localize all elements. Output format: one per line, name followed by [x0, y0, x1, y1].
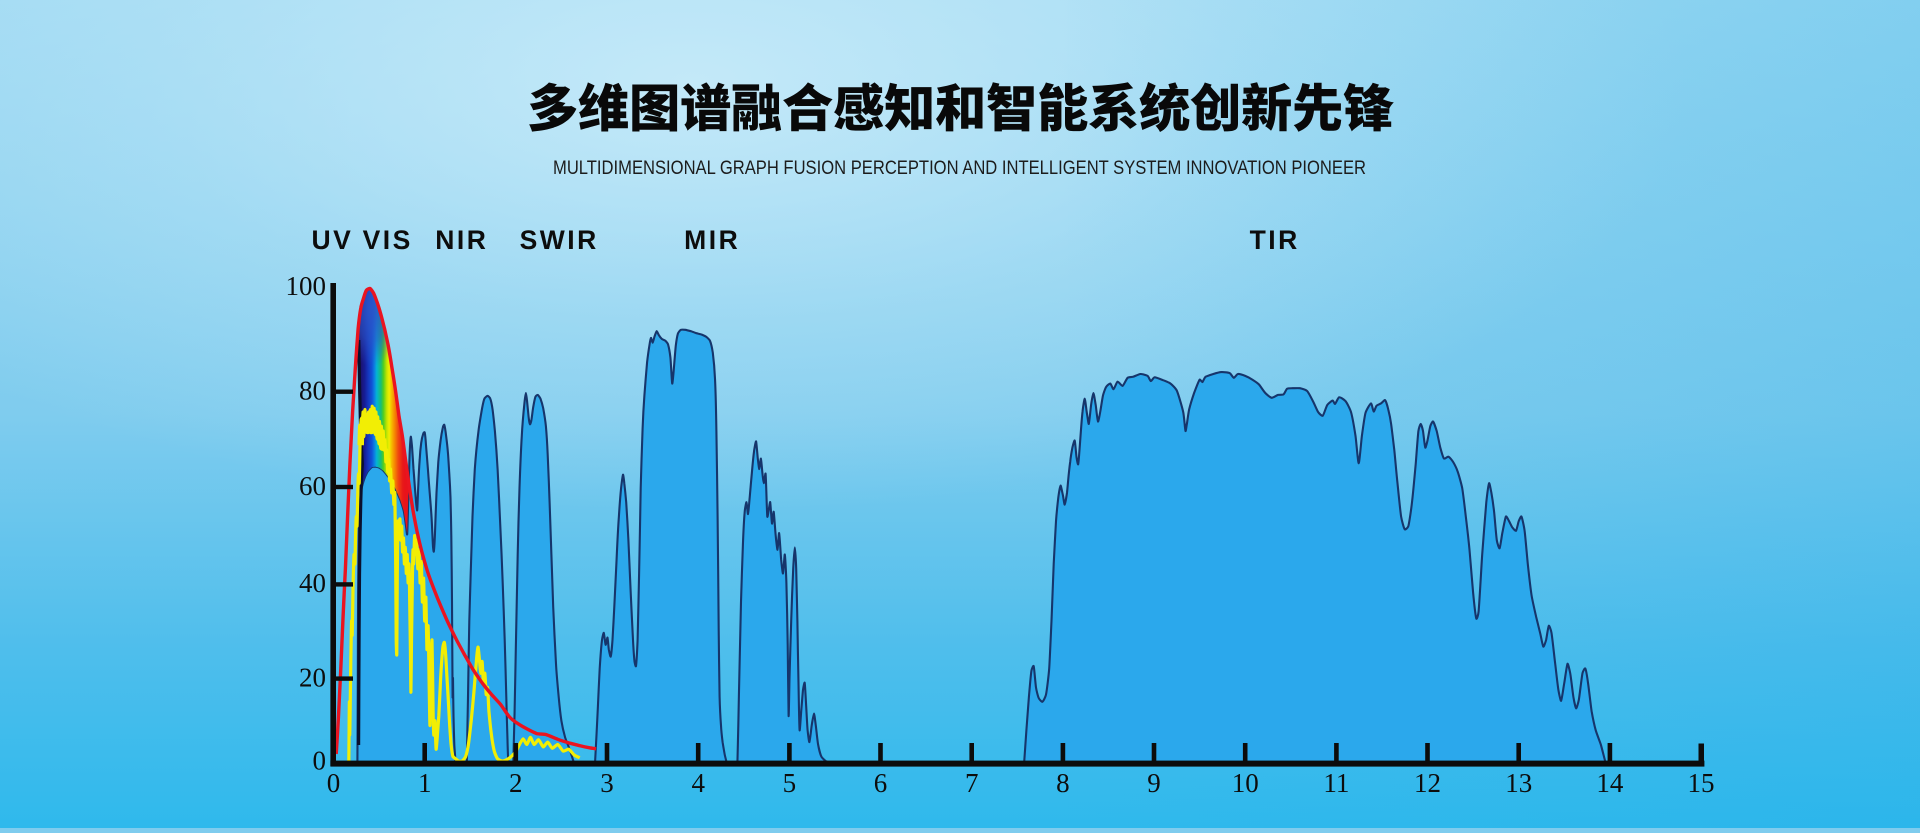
svg-text:2: 2: [509, 768, 523, 798]
svg-text:SWIR: SWIR: [520, 225, 599, 255]
svg-text:0: 0: [313, 746, 327, 776]
svg-text:MIR: MIR: [684, 225, 740, 255]
svg-text:UV: UV: [311, 225, 353, 255]
svg-text:14: 14: [1596, 768, 1624, 798]
svg-text:13: 13: [1505, 768, 1532, 798]
svg-text:40: 40: [299, 568, 326, 598]
svg-text:6: 6: [874, 768, 888, 798]
svg-text:0: 0: [327, 768, 341, 798]
svg-text:1: 1: [418, 768, 432, 798]
svg-text:10: 10: [1232, 768, 1259, 798]
svg-text:11: 11: [1323, 768, 1349, 798]
svg-text:15: 15: [1688, 768, 1715, 798]
svg-text:5: 5: [783, 768, 797, 798]
svg-text:TIR: TIR: [1250, 225, 1300, 255]
svg-text:20: 20: [299, 662, 326, 692]
svg-text:4: 4: [691, 768, 705, 798]
svg-text:12: 12: [1414, 768, 1441, 798]
svg-text:MULTIDIMENSIONAL GRAPH FUSION: MULTIDIMENSIONAL GRAPH FUSION PERCEPTION…: [553, 157, 1366, 179]
svg-text:8: 8: [1056, 768, 1070, 798]
svg-text:VIS: VIS: [363, 225, 413, 255]
svg-text:3: 3: [600, 768, 614, 798]
svg-text:100: 100: [286, 271, 327, 301]
svg-text:80: 80: [299, 376, 326, 406]
svg-text:7: 7: [965, 768, 979, 798]
svg-text:60: 60: [299, 471, 326, 501]
svg-text:9: 9: [1147, 768, 1161, 798]
svg-text:NIR: NIR: [435, 225, 488, 255]
